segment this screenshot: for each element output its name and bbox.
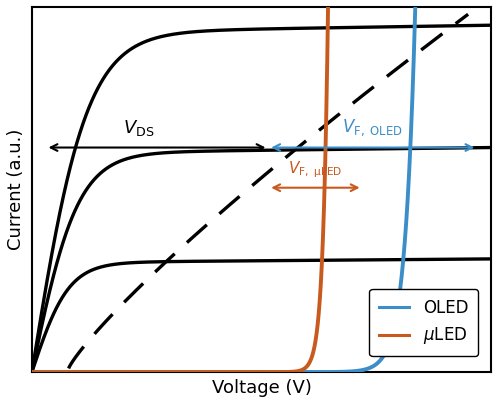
Text: $V_{\rm F,\ OLED}$: $V_{\rm F,\ OLED}$ <box>342 118 403 139</box>
Y-axis label: Current (a.u.): Current (a.u.) <box>7 129 25 250</box>
Text: $V_{\rm DS}$: $V_{\rm DS}$ <box>123 118 154 139</box>
Text: $V_{\rm F,\ \mu LED}$: $V_{\rm F,\ \mu LED}$ <box>288 160 343 181</box>
Legend: OLED, $\mu$LED: OLED, $\mu$LED <box>370 289 478 356</box>
X-axis label: Voltage (V): Voltage (V) <box>212 379 311 397</box>
